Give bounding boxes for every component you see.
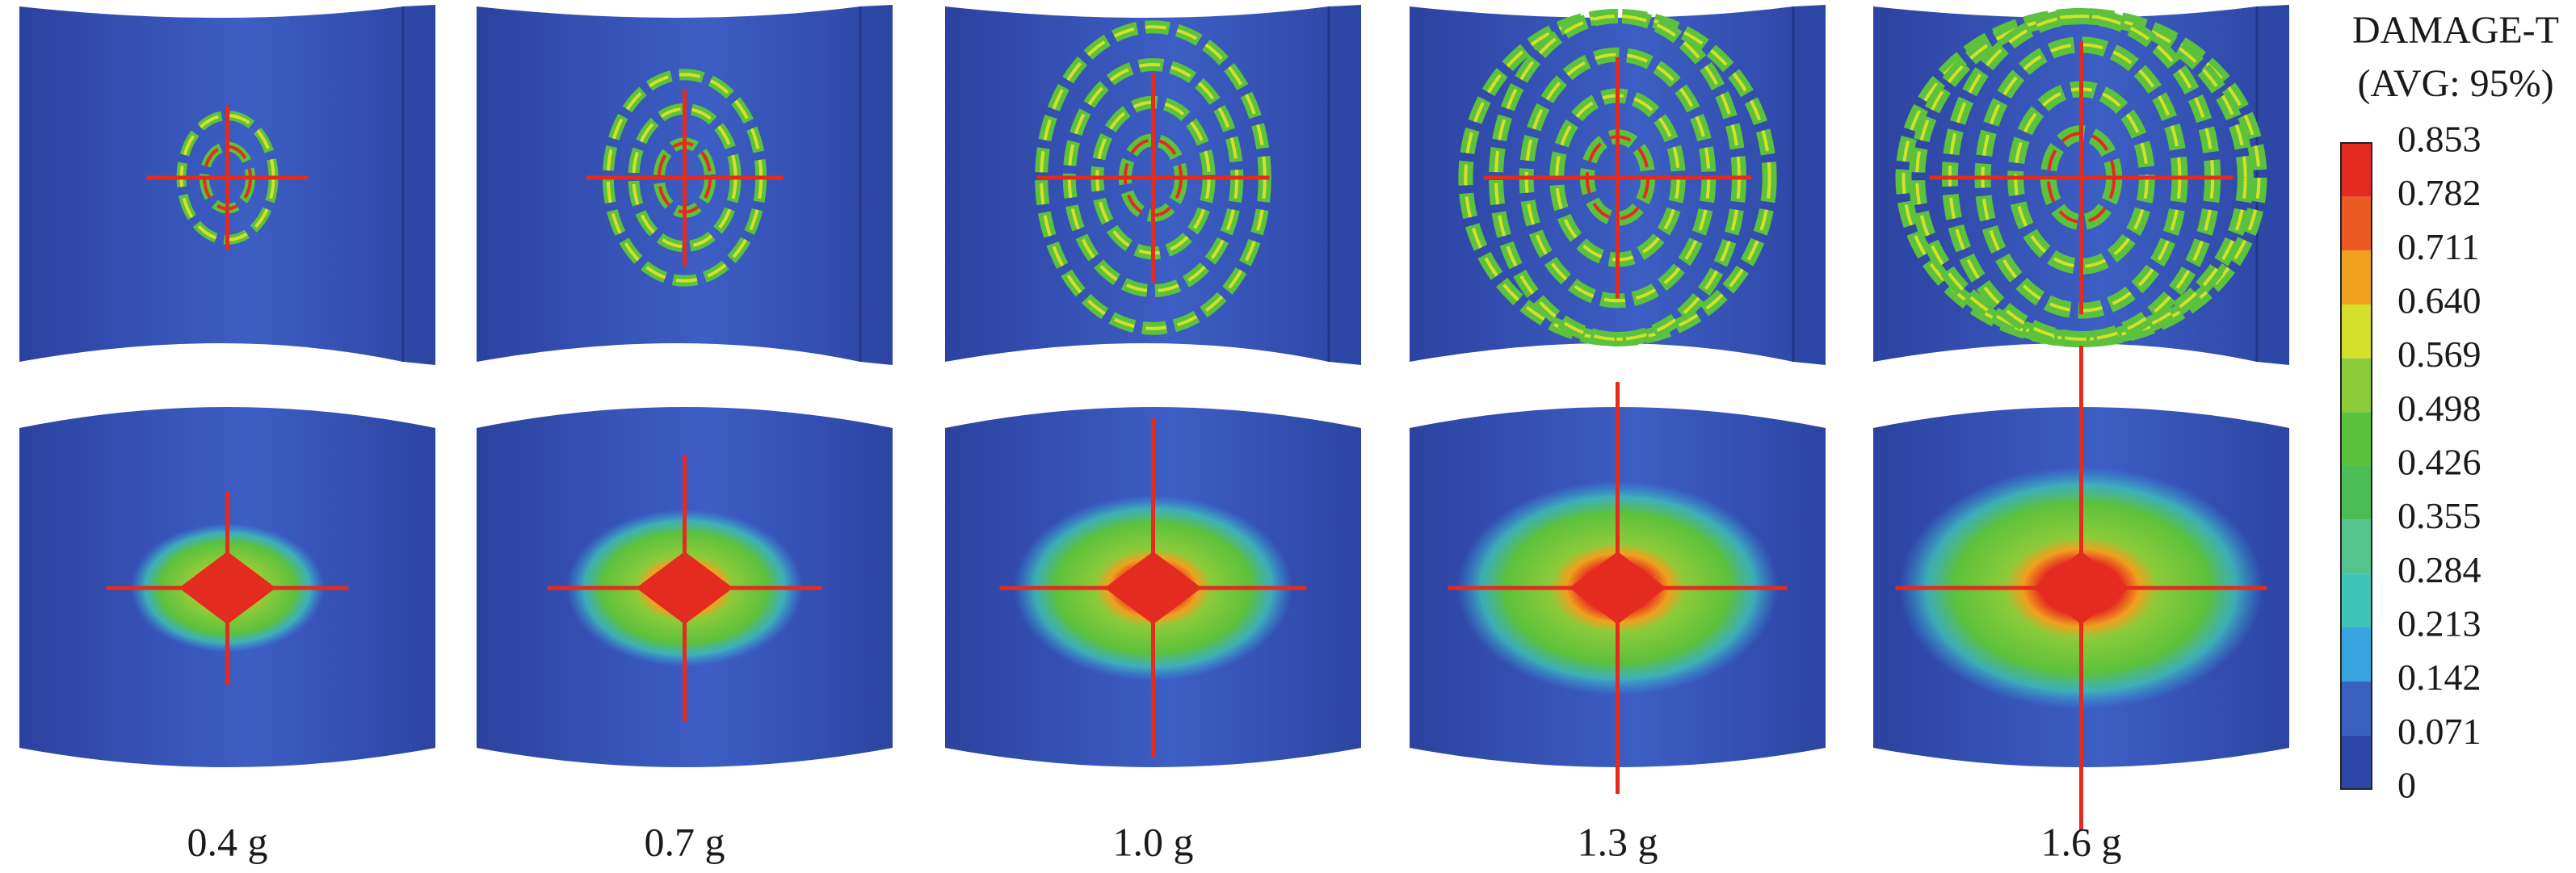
legend-level: 0.853 <box>2397 119 2481 160</box>
bottom-panel <box>1410 382 1826 794</box>
crack <box>146 105 309 250</box>
legend-band <box>2341 573 2372 627</box>
legend-band <box>2341 519 2372 574</box>
crack <box>1895 346 2267 830</box>
bottom-panel <box>1873 346 2289 830</box>
legend-level: 0.284 <box>2397 549 2481 590</box>
top-panel <box>1410 5 1826 365</box>
legend-band <box>2341 681 2372 736</box>
legend-level: 0 <box>2397 765 2416 806</box>
legend-subtitle: (AVG: 95%) <box>2357 62 2553 105</box>
legend-level: 0.782 <box>2397 172 2481 213</box>
legend-level: 0.355 <box>2397 495 2481 536</box>
legend-band <box>2341 358 2372 413</box>
legend-band <box>2341 466 2372 520</box>
legend-band <box>2341 196 2372 251</box>
legend-band <box>2341 143 2372 197</box>
legend-level: 0.569 <box>2397 334 2481 375</box>
panel-label: 1.0 g <box>1113 819 1194 864</box>
panel-label: 1.6 g <box>2041 819 2122 864</box>
damage-ring-core <box>1915 15 2247 341</box>
panel-label: 0.7 g <box>645 819 725 864</box>
legend-level: 0.142 <box>2397 657 2481 698</box>
legend-band <box>2341 735 2372 789</box>
damage-ring-core <box>1040 25 1267 330</box>
legend-level: 0.426 <box>2397 442 2481 483</box>
crack <box>586 89 784 267</box>
legend-level: 0.498 <box>2397 388 2481 429</box>
legend-level: 0.711 <box>2397 226 2480 267</box>
crack <box>547 455 822 721</box>
crack <box>1448 382 1788 794</box>
legend-level: 0.640 <box>2397 280 2481 321</box>
bottom-panel <box>477 407 893 767</box>
legend-level: 0.213 <box>2397 603 2481 644</box>
legend-frame <box>2340 142 2372 790</box>
top-panel <box>477 5 893 365</box>
legend-band <box>2341 304 2372 359</box>
top-panel <box>1873 5 2289 365</box>
crack <box>1036 73 1270 283</box>
crack <box>1929 40 2234 315</box>
legend-band <box>2341 412 2372 466</box>
top-panel <box>19 5 435 365</box>
bottom-panel <box>945 407 1361 767</box>
panel-label: 0.4 g <box>187 819 268 864</box>
crack <box>999 418 1307 758</box>
top-panel <box>945 5 1361 365</box>
legend-band <box>2341 627 2372 682</box>
legend-band <box>2341 250 2372 304</box>
panel-label: 1.3 g <box>1578 819 1658 864</box>
damage-ring-core <box>1464 15 1771 341</box>
legend-level: 0.071 <box>2397 711 2481 752</box>
bottom-panel <box>19 407 435 767</box>
legend-title: DAMAGE-T <box>2352 9 2559 52</box>
crack <box>1483 57 1752 299</box>
crack <box>106 491 349 685</box>
